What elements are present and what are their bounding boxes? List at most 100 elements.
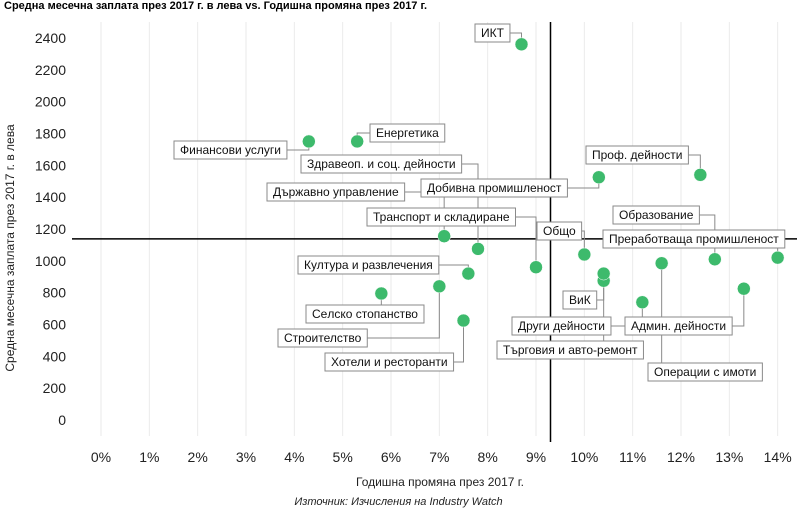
x-tick-label: 2%	[188, 449, 208, 465]
point-label-text: Проф. дейности	[592, 148, 682, 162]
point-label-box	[369, 123, 446, 143]
data-points	[302, 37, 785, 328]
point-label-text: Финансови услуги	[180, 143, 281, 157]
point-label: Админ. дейности	[624, 316, 733, 336]
x-tick-label: 11%	[619, 449, 646, 465]
label-leader-line	[367, 286, 440, 339]
chart-source: Източник: Изчисления на Industry Watch	[294, 496, 503, 508]
point-label-box	[511, 316, 612, 336]
point-label-box	[266, 182, 406, 202]
y-tick-label: 1800	[35, 125, 66, 141]
y-tick-label: 1400	[35, 189, 66, 205]
x-axis-label: Годишна промяна през 2017 г.	[356, 475, 524, 489]
data-point	[596, 266, 611, 281]
point-label-text: Добивна промишленост	[427, 181, 562, 195]
data-point	[592, 170, 606, 184]
point-label-text: Други дейности	[518, 319, 605, 333]
y-tick-label: 400	[43, 348, 67, 364]
data-point	[654, 256, 669, 270]
y-tick-label: 0	[58, 412, 66, 428]
y-axis-label: Средна месечна заплата през 2017 г. в ле…	[3, 124, 17, 372]
point-label: Добивна промишленост	[420, 178, 568, 198]
point-label: Проф. дейности	[585, 145, 689, 165]
point-label-box	[536, 221, 583, 241]
point-label: Държавно управление	[266, 182, 406, 202]
x-tick-label: 4%	[284, 449, 304, 465]
label-leader-line	[581, 230, 585, 255]
y-tick-label: 800	[43, 285, 67, 301]
data-point	[471, 242, 485, 256]
y-axis-ticks: 0 200 400 600 800 1000 1200 1400 1600 1800 2000 220…	[35, 30, 66, 428]
point-label-text: Образование	[619, 208, 694, 222]
point-labels: ИКТ Енергетика Финансови услуги Здравеоп. и…	[173, 23, 786, 382]
point-label: Културa и развлечения	[297, 255, 440, 275]
point-label-box	[474, 23, 511, 43]
point-label-text: Културa и развлечения	[304, 258, 433, 272]
x-tick-label: 13%	[715, 449, 743, 465]
point-label: Други дейности	[511, 316, 612, 336]
point-label-text: Здравеоп. и соц. дейности	[307, 157, 456, 171]
point-label: Сeлско стопанство	[305, 304, 425, 324]
point-label-text: Общо	[543, 224, 576, 238]
point-label: Здравеоп. и соц. дейности	[300, 154, 463, 174]
point-label-box	[420, 178, 568, 198]
point-label: Общо	[536, 221, 583, 241]
point-label-box	[297, 255, 440, 275]
data-point	[708, 252, 722, 267]
point-label-text: Държавно управление	[273, 185, 399, 199]
point-label: Операции с имоти	[647, 362, 763, 382]
point-label-text: Преработваща промишленост	[609, 232, 779, 246]
data-point	[529, 260, 543, 274]
point-label-box	[612, 205, 700, 225]
point-label-text: Транспорт и складиране	[373, 210, 510, 224]
point-label-box	[562, 290, 598, 310]
data-point	[374, 286, 389, 301]
point-label: Финансови услуги	[173, 140, 288, 160]
data-point	[635, 295, 650, 309]
point-label-text: Хотели и ресторанти	[331, 355, 448, 369]
point-label-box	[624, 316, 733, 336]
chart-title: Средна месечна заплата през 2017 г. в ле…	[4, 0, 428, 12]
x-tick-label: 5%	[333, 449, 353, 465]
point-label: ВиК	[562, 290, 598, 310]
label-leader-line	[515, 216, 537, 268]
point-label-text: Строителство	[284, 331, 362, 345]
point-label: ИКТ	[474, 23, 511, 43]
x-tick-label: 9%	[526, 449, 546, 465]
data-point	[514, 37, 529, 52]
data-point	[737, 281, 751, 296]
data-point	[437, 229, 451, 243]
point-label-box	[602, 229, 786, 249]
point-label: Енергетика	[369, 123, 446, 143]
data-point	[693, 168, 708, 182]
point-label: Строителство	[277, 328, 368, 348]
point-label-box	[366, 207, 516, 227]
y-tick-label: 1200	[35, 221, 66, 237]
y-tick-label: 600	[43, 317, 67, 333]
point-label: Транспорт и складиране	[366, 207, 516, 227]
y-tick-label: 1600	[35, 157, 66, 173]
point-label-text: ИКТ	[481, 26, 505, 40]
y-tick-label: 200	[43, 380, 67, 396]
data-point	[432, 279, 447, 294]
x-axis-ticks: 0% 1% 2% 3% 4% 5% 6% 7% 8% 9% 10% 11% 12% 13% 14%	[91, 449, 792, 465]
y-tick-label: 1000	[35, 253, 66, 269]
data-point	[350, 134, 364, 149]
point-label-box	[300, 154, 463, 174]
point-label-box	[324, 352, 455, 372]
x-tick-label: 12%	[667, 449, 695, 465]
data-point	[461, 266, 476, 281]
point-label-box	[305, 304, 425, 324]
point-label: Хотели и ресторанти	[324, 352, 455, 372]
label-leader-line	[453, 320, 464, 363]
point-label-box	[173, 140, 288, 160]
point-label-box	[496, 340, 644, 360]
x-tick-label: 14%	[764, 449, 792, 465]
data-point	[456, 313, 471, 328]
x-tick-label: 3%	[236, 449, 256, 465]
label-leader-line	[461, 163, 479, 249]
point-label-box	[277, 328, 368, 348]
data-point	[302, 134, 316, 149]
point-label-text: Операции с имоти	[654, 365, 756, 379]
